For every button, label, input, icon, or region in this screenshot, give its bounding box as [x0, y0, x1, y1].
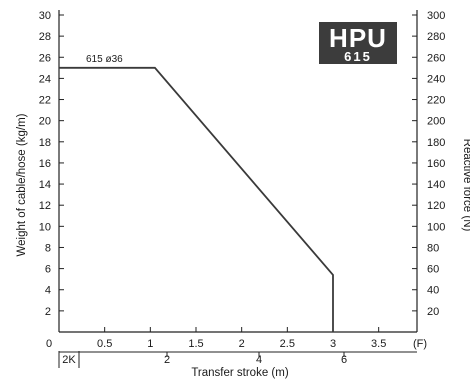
y-left-tick-label: 6 [45, 264, 51, 276]
y-left-tick-label: 26 [39, 52, 51, 64]
logo-background [319, 22, 397, 64]
x-tick-label: 1 [147, 338, 153, 350]
y-left-tick-label: 30 [39, 10, 51, 22]
x-tick-label: 2 [239, 338, 245, 350]
series-line [59, 66, 334, 332]
y-right-tick-label: 120 [427, 200, 445, 212]
x-axis-secondary: 2K 2 4 6 [58, 351, 417, 368]
y-right-tick-label: 220 [427, 95, 445, 107]
x-secondary-tick-label: 4 [256, 354, 262, 366]
logo-text-line1: HPU [329, 23, 387, 53]
x-axis-primary-ticks: 0.5 1 1.5 2 2.5 3 3.5 [97, 327, 386, 350]
logo: HPU 615 [319, 22, 397, 64]
y-left-tick-label: 4 [45, 285, 51, 297]
y-right-tick-label: 60 [427, 264, 439, 276]
x-secondary-tick-label: 6 [341, 354, 347, 366]
series-label: 615 ø36 [86, 54, 123, 65]
y-left-tick-label: 16 [39, 158, 51, 170]
y-right-tick-label: 260 [427, 52, 445, 64]
y-left-tick-label: 28 [39, 31, 51, 43]
series-layer: 615 ø36 [59, 54, 334, 332]
y-right-tick-label: 140 [427, 179, 445, 191]
y-right-tick-label: 200 [427, 116, 445, 128]
y-right-tick-label: 240 [427, 73, 445, 85]
x-tick-label: 2.5 [280, 338, 295, 350]
y-axis-left-title: Weight of cable/hose (kg/m) [16, 113, 28, 256]
y-right-tick-label: 80 [427, 242, 439, 254]
y-left-tick-label: 12 [39, 200, 51, 212]
y-right-tick-label: 180 [427, 137, 445, 149]
y-right-tick-label: 280 [427, 31, 445, 43]
x-secondary-tick-label: 2 [164, 354, 170, 366]
x-tick-label: 0.5 [97, 338, 112, 350]
y-axis-right-title: Reactive force (N) [461, 139, 470, 232]
x-origin-label: 0 [46, 338, 52, 350]
x-unit-label: (F) [413, 338, 427, 350]
y-right-tick-label: 100 [427, 221, 445, 233]
x-secondary-marker-label: 2K [62, 354, 76, 366]
x-tick-label: 3 [330, 338, 336, 350]
y-left-tick-label: 14 [39, 179, 51, 191]
x-tick-label: 1.5 [188, 338, 203, 350]
y-axis-right-ticks: 20 40 60 80 100 120 140 160 180 200 220 240 260 280 30… [412, 10, 445, 318]
x-tick-label: 3.5 [371, 338, 386, 350]
y-right-tick-label: 160 [427, 158, 445, 170]
y-left-tick-label: 18 [39, 137, 51, 149]
logo-text-line2: 615 [344, 49, 372, 64]
y-left-tick-label: 8 [45, 242, 51, 254]
y-left-tick-label: 2 [45, 306, 51, 318]
y-left-tick-label: 10 [39, 221, 51, 233]
axes [58, 10, 418, 333]
y-left-tick-label: 24 [39, 73, 51, 85]
y-right-tick-label: 300 [427, 10, 445, 22]
y-left-tick-label: 22 [39, 95, 51, 107]
y-right-tick-label: 40 [427, 285, 439, 297]
y-left-tick-label: 20 [39, 116, 51, 128]
x-axis-title: Transfer stroke (m) [191, 367, 289, 379]
y-right-tick-label: 20 [427, 306, 439, 318]
